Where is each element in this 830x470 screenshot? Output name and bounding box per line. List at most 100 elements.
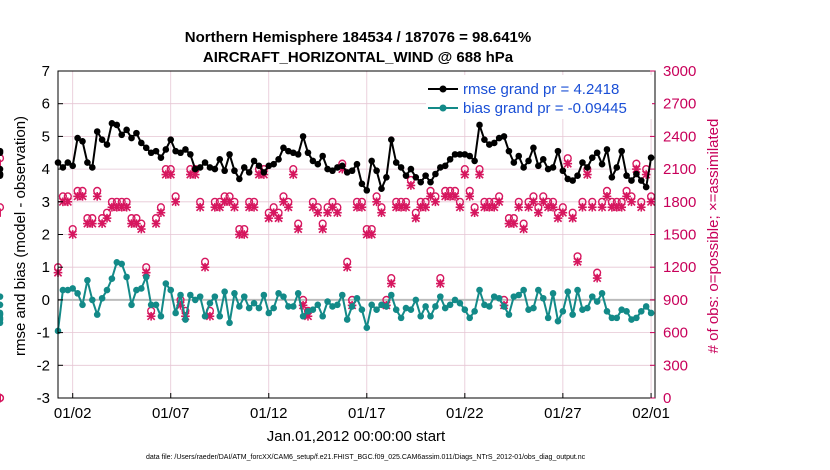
- legend-rmse-marker: [439, 85, 447, 93]
- rmse-point: [64, 159, 72, 166]
- rmse-point: [402, 172, 410, 179]
- rmse-point: [299, 133, 307, 140]
- rmse-point: [177, 149, 184, 157]
- y-left-tick-label: 5: [42, 128, 50, 145]
- bias-point: [0, 319, 4, 327]
- bias-point: [275, 290, 282, 297]
- rmse-point: [647, 154, 655, 161]
- bias-point: [539, 294, 547, 302]
- rmse-point: [515, 152, 523, 160]
- rmse-point: [245, 169, 253, 176]
- bias-point: [167, 286, 175, 294]
- bias-point: [437, 293, 444, 300]
- bias-point: [196, 293, 204, 300]
- x-tick-label: 01/27: [544, 405, 582, 422]
- bias-point: [187, 291, 194, 299]
- bias-point: [0, 301, 4, 309]
- rmse-point: [530, 144, 537, 152]
- rmse-point: [412, 173, 420, 181]
- y-left-tick-label: 2: [42, 227, 50, 244]
- bias-point: [642, 303, 650, 310]
- rmse-point: [574, 172, 581, 179]
- bias-point: [535, 286, 542, 294]
- rmse-point: [211, 165, 219, 173]
- bias-point: [633, 314, 640, 322]
- obs-assimilated-marker: [450, 192, 460, 201]
- obs-assimilated-marker: [617, 202, 626, 212]
- obs-assimilated-marker: [137, 224, 146, 234]
- obs-assimilated-marker: [166, 170, 176, 179]
- bias-point: [427, 312, 434, 320]
- obs-assimilated-marker: [597, 202, 607, 212]
- bias-point: [412, 296, 420, 304]
- bias-point: [388, 291, 395, 299]
- rmse-point: [182, 146, 189, 153]
- chart-subtitle: AIRCRAFT_HORIZONTAL_WIND @ 688 hPa: [203, 49, 514, 66]
- rmse-point: [294, 151, 302, 158]
- bias-point: [486, 303, 493, 310]
- rmse-point: [441, 162, 449, 170]
- obs-assimilated-marker: [195, 202, 205, 212]
- legend: rmse grand pr = 4.2418 bias grand pr = -…: [426, 75, 652, 119]
- obs-assimilated-marker: [102, 213, 112, 223]
- rmse-point: [490, 139, 498, 147]
- obs-assimilated-marker: [68, 230, 78, 239]
- bias-point: [588, 293, 596, 300]
- bias-point: [255, 304, 263, 312]
- bias-point: [103, 286, 111, 294]
- bias-point: [162, 280, 170, 287]
- rmse-point: [539, 155, 547, 163]
- bias-point: [324, 298, 331, 305]
- obs-assimilated-marker: [636, 202, 646, 212]
- bias-point: [334, 301, 341, 309]
- bias-point: [280, 293, 287, 300]
- obs-assimilated-marker: [514, 202, 524, 212]
- obs-assimilated-marker: [122, 202, 131, 212]
- bias-point: [172, 309, 179, 317]
- rmse-point: [383, 173, 390, 181]
- obs-assimilated-marker: [78, 192, 87, 201]
- obs-assimilated-marker: [592, 273, 602, 283]
- rmse-point: [118, 131, 126, 139]
- y-right-tick-label: 2400: [663, 128, 696, 145]
- bias-point: [201, 312, 209, 320]
- x-tick-label: 01/22: [446, 405, 484, 422]
- rmse-point: [59, 164, 67, 171]
- y-axis-right-label: # of obs: o=possible; ×=assimilated: [705, 119, 722, 354]
- bias-point: [637, 308, 645, 315]
- rmse-point: [314, 160, 322, 168]
- obs-assimilated-marker: [632, 164, 641, 174]
- rmse-point: [471, 157, 478, 165]
- rmse-point: [417, 178, 425, 186]
- y-right-tick-label: 300: [663, 357, 688, 374]
- rmse-point: [598, 160, 606, 168]
- bias-point: [515, 291, 523, 299]
- bias-point: [520, 286, 527, 294]
- rmse-point: [588, 154, 596, 161]
- rmse-point: [407, 165, 415, 173]
- data-file-footnote: data file: /Users/raeder/DAI/ATM_forcXX/…: [146, 454, 586, 461]
- bias-point: [593, 298, 601, 305]
- bias-point: [549, 290, 557, 297]
- rmse-point: [520, 164, 527, 171]
- obs-assimilated-marker: [573, 257, 582, 267]
- obs-assimilated-marker: [372, 197, 381, 207]
- bias-point: [500, 303, 508, 310]
- rmse-point: [98, 136, 106, 143]
- rmse-point: [432, 170, 439, 178]
- bias-point: [123, 273, 130, 281]
- obs-assimilated-marker: [293, 224, 303, 234]
- obs-assimilated-marker: [264, 213, 274, 223]
- obs-possible-marker: [0, 154, 5, 163]
- x-axis-label: Jan.01,2012 00:00:00 start: [267, 428, 446, 445]
- obs-assimilated-marker: [333, 208, 342, 218]
- rmse-point: [505, 147, 513, 155]
- x-tick-label: 01/02: [54, 405, 92, 422]
- y-axis-left-label: rmse and bias (model - observation): [12, 116, 29, 356]
- obs-assimilated-marker: [284, 202, 293, 212]
- rmse-point: [549, 164, 557, 171]
- rmse-point: [348, 167, 356, 175]
- bias-point: [348, 303, 356, 310]
- obs-assimilated-marker: [411, 213, 421, 223]
- rmse-point: [309, 157, 317, 165]
